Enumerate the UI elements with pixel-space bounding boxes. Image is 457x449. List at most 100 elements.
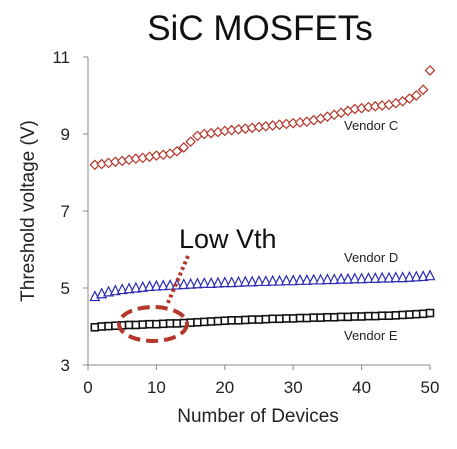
low-vth-annotation: Low Vth — [117, 224, 277, 343]
data-point — [254, 315, 264, 324]
data-point — [417, 270, 429, 282]
data-point — [336, 312, 346, 322]
data-point — [212, 276, 224, 288]
x-tick-label: 50 — [421, 378, 440, 397]
data-point — [145, 319, 154, 329]
data-point — [288, 314, 298, 323]
data-point — [329, 312, 339, 322]
data-point — [239, 275, 251, 287]
x-tick-label: 40 — [352, 378, 371, 397]
data-point — [404, 93, 415, 104]
chart-title: SiC MOSFETs — [147, 9, 373, 48]
data-point — [364, 311, 373, 321]
data-point — [390, 271, 402, 283]
data-point — [104, 321, 113, 331]
data-point — [398, 310, 407, 320]
data-point — [369, 272, 381, 283]
data-point — [137, 280, 149, 292]
data-point — [171, 145, 183, 157]
data-point — [397, 271, 409, 283]
data-point — [227, 316, 236, 325]
data-point — [343, 312, 353, 322]
data-point — [205, 277, 217, 288]
x-tick-label: 30 — [284, 378, 303, 397]
data-point — [383, 271, 395, 283]
data-point — [328, 273, 340, 285]
data-point — [282, 314, 291, 323]
data-point — [158, 319, 168, 329]
data-point — [246, 275, 258, 287]
data-point — [301, 273, 313, 285]
data-point — [280, 274, 292, 286]
data-point — [198, 277, 210, 288]
data-point — [206, 317, 216, 326]
data-point — [287, 274, 299, 286]
data-point — [295, 313, 305, 323]
y-tick-label: 9 — [61, 125, 70, 144]
series-vendor-d — [89, 269, 436, 302]
data-point — [226, 276, 238, 288]
data-point — [405, 310, 414, 319]
data-point — [302, 313, 312, 323]
data-point — [323, 312, 332, 322]
data-point — [260, 275, 272, 287]
data-point — [275, 314, 284, 324]
data-point — [294, 273, 306, 285]
data-point — [349, 272, 361, 284]
x-tick-label: 10 — [147, 378, 166, 397]
low-vth-label: Low Vth — [179, 224, 277, 254]
data-point — [178, 142, 190, 153]
ticks: 0 10 20 30 40 50 3 5 7 9 11 — [52, 48, 439, 397]
data-point — [234, 316, 243, 325]
data-point — [309, 313, 319, 322]
data-point — [220, 316, 230, 326]
data-point — [233, 275, 244, 287]
series-label-vendor-e: Vendor E — [344, 328, 398, 343]
data-point — [261, 314, 271, 324]
data-point — [335, 272, 347, 284]
data-point — [152, 319, 161, 329]
data-point — [185, 277, 197, 289]
data-point — [219, 276, 231, 288]
data-point — [274, 274, 285, 286]
x-tick-label: 20 — [215, 378, 234, 397]
x-tick-label: 0 — [83, 378, 92, 397]
y-axis-label: Threshold voltage (V) — [18, 120, 39, 302]
data-point — [377, 311, 387, 321]
data-point — [97, 322, 106, 331]
data-point — [164, 278, 176, 290]
y-tick-label: 7 — [61, 202, 70, 221]
data-point — [253, 275, 265, 287]
data-point — [213, 316, 223, 326]
x-axis-label: Number of Devices — [177, 406, 339, 427]
data-point — [357, 312, 366, 321]
data-point — [391, 311, 401, 320]
series-layer — [89, 65, 436, 332]
data-point — [116, 283, 128, 295]
data-point — [130, 281, 142, 293]
data-point — [268, 314, 277, 324]
data-point — [350, 312, 360, 321]
data-point — [424, 269, 436, 281]
data-point — [356, 272, 368, 284]
data-point — [138, 320, 148, 329]
data-point — [172, 319, 182, 328]
data-point — [316, 313, 325, 322]
data-point — [362, 272, 374, 283]
y-tick-label: 11 — [52, 48, 70, 67]
data-point — [157, 279, 169, 291]
data-point — [144, 280, 156, 292]
data-point — [315, 273, 327, 285]
data-point — [410, 270, 422, 282]
data-point — [150, 279, 162, 291]
data-point — [384, 311, 394, 321]
data-point — [199, 317, 209, 327]
data-point — [191, 277, 203, 289]
data-point — [185, 136, 196, 148]
data-point — [90, 322, 100, 332]
series-label-vendor-c: Vendor C — [344, 118, 398, 133]
data-point — [410, 90, 422, 101]
data-point — [424, 65, 436, 76]
data-point — [321, 273, 333, 285]
